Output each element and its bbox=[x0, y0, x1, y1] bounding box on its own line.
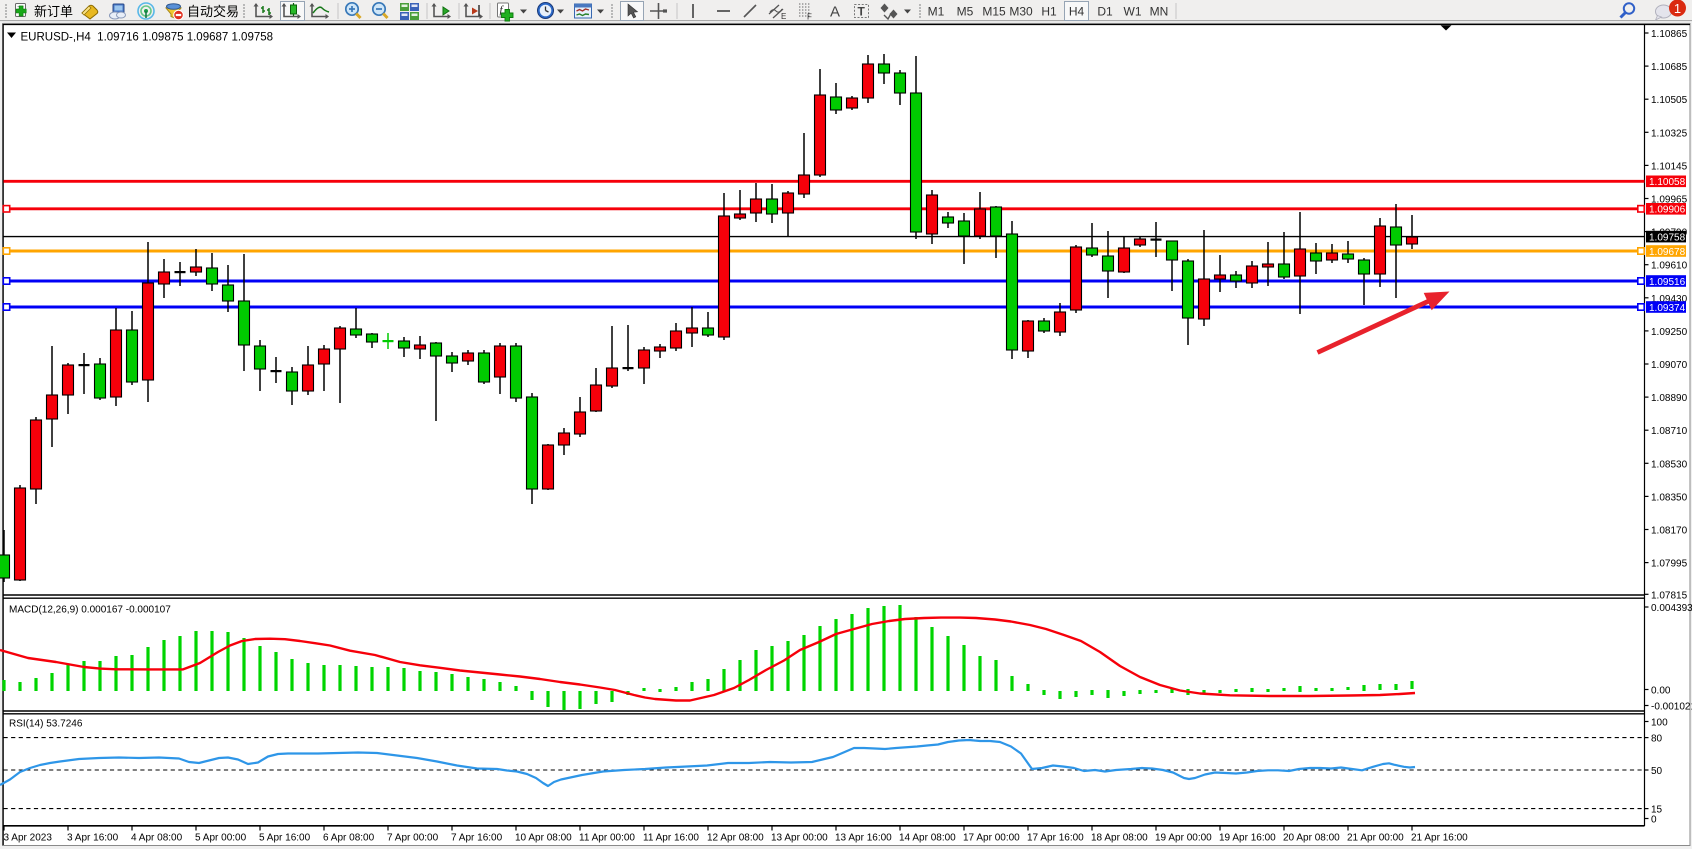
svg-text:5 Apr 00:00: 5 Apr 00:00 bbox=[195, 833, 247, 844]
svg-text:11 Apr 16:00: 11 Apr 16:00 bbox=[643, 833, 699, 844]
svg-text:MN: MN bbox=[1150, 5, 1169, 19]
svg-text:11 Apr 00:00: 11 Apr 00:00 bbox=[579, 833, 635, 844]
svg-text:自动交易: 自动交易 bbox=[187, 4, 239, 19]
svg-text:EURUSD-,H4 1.09716 1.09875 1.: EURUSD-,H4 1.09716 1.09875 1.09687 1.097… bbox=[21, 32, 274, 44]
svg-text:0: 0 bbox=[1651, 815, 1657, 826]
svg-text:17 Apr 16:00: 17 Apr 16:00 bbox=[1027, 833, 1084, 844]
svg-text:1.09610: 1.09610 bbox=[1651, 261, 1688, 272]
svg-text:20 Apr 08:00: 20 Apr 08:00 bbox=[1283, 833, 1340, 844]
svg-text:5 Apr 16:00: 5 Apr 16:00 bbox=[259, 833, 311, 844]
svg-text:4 Apr 08:00: 4 Apr 08:00 bbox=[131, 833, 183, 844]
svg-text:1: 1 bbox=[1674, 1, 1681, 16]
svg-text:3 Apr 16:00: 3 Apr 16:00 bbox=[67, 833, 119, 844]
svg-text:M1: M1 bbox=[928, 5, 945, 19]
svg-text:80: 80 bbox=[1651, 734, 1663, 745]
svg-text:H4: H4 bbox=[1069, 5, 1085, 19]
svg-text:19 Apr 00:00: 19 Apr 00:00 bbox=[1155, 833, 1212, 844]
svg-text:50: 50 bbox=[1651, 766, 1663, 777]
svg-text:f: f bbox=[500, 4, 505, 16]
svg-text:M15: M15 bbox=[982, 5, 1006, 19]
svg-text:1.07995: 1.07995 bbox=[1651, 559, 1688, 570]
svg-text:1.09965: 1.09965 bbox=[1651, 195, 1688, 206]
svg-text:10 Apr 08:00: 10 Apr 08:00 bbox=[515, 833, 572, 844]
svg-text:W1: W1 bbox=[1124, 5, 1142, 19]
svg-text:M5: M5 bbox=[957, 5, 974, 19]
svg-text:1.08170: 1.08170 bbox=[1651, 526, 1688, 537]
svg-text:-0.001021: -0.001021 bbox=[1651, 702, 1692, 713]
svg-text:1.09430: 1.09430 bbox=[1651, 294, 1688, 305]
svg-text:7 Apr 00:00: 7 Apr 00:00 bbox=[387, 833, 439, 844]
svg-text:1.08530: 1.08530 bbox=[1651, 459, 1688, 470]
svg-text:6 Apr 08:00: 6 Apr 08:00 bbox=[323, 833, 375, 844]
svg-text:100: 100 bbox=[1651, 718, 1668, 729]
svg-text:21 Apr 16:00: 21 Apr 16:00 bbox=[1411, 833, 1468, 844]
svg-text:3 Apr 2023: 3 Apr 2023 bbox=[4, 833, 53, 844]
svg-text:1.07815: 1.07815 bbox=[1651, 590, 1688, 601]
svg-text:1.10685: 1.10685 bbox=[1651, 62, 1688, 73]
svg-text:1.09070: 1.09070 bbox=[1651, 360, 1688, 371]
svg-text:0.004393: 0.004393 bbox=[1651, 603, 1692, 614]
svg-text:1.08710: 1.08710 bbox=[1651, 426, 1688, 437]
svg-text:H1: H1 bbox=[1041, 5, 1057, 19]
svg-text:1.09678: 1.09678 bbox=[1649, 247, 1686, 258]
svg-text:18 Apr 08:00: 18 Apr 08:00 bbox=[1091, 833, 1148, 844]
svg-text:1.10058: 1.10058 bbox=[1649, 177, 1686, 188]
svg-text:7 Apr 16:00: 7 Apr 16:00 bbox=[451, 833, 503, 844]
svg-text:1.10505: 1.10505 bbox=[1651, 95, 1688, 106]
svg-text:D1: D1 bbox=[1097, 5, 1113, 19]
svg-text:1.09374: 1.09374 bbox=[1649, 303, 1686, 314]
svg-text:12 Apr 08:00: 12 Apr 08:00 bbox=[707, 833, 764, 844]
svg-text:T: T bbox=[858, 5, 866, 19]
svg-text:13 Apr 00:00: 13 Apr 00:00 bbox=[771, 833, 828, 844]
svg-text:1.10325: 1.10325 bbox=[1651, 128, 1688, 139]
svg-text:RSI(14) 53.7246: RSI(14) 53.7246 bbox=[9, 719, 83, 730]
svg-text:19 Apr 16:00: 19 Apr 16:00 bbox=[1219, 833, 1276, 844]
svg-text:A: A bbox=[830, 4, 840, 21]
svg-text:M30: M30 bbox=[1009, 5, 1033, 19]
svg-text:新订单: 新订单 bbox=[34, 4, 73, 19]
svg-text:21 Apr 00:00: 21 Apr 00:00 bbox=[1347, 833, 1404, 844]
svg-text:0.00: 0.00 bbox=[1651, 686, 1671, 697]
svg-text:F: F bbox=[807, 13, 812, 22]
svg-text:MACD(12,26,9) 0.000167 -0.0001: MACD(12,26,9) 0.000167 -0.000107 bbox=[9, 605, 171, 616]
svg-text:15: 15 bbox=[1651, 805, 1663, 816]
svg-text:14 Apr 08:00: 14 Apr 08:00 bbox=[899, 833, 956, 844]
svg-text:1.10145: 1.10145 bbox=[1651, 161, 1688, 172]
svg-text:17 Apr 00:00: 17 Apr 00:00 bbox=[963, 833, 1020, 844]
svg-text:1.09250: 1.09250 bbox=[1651, 327, 1688, 338]
svg-text:1.08890: 1.08890 bbox=[1651, 393, 1688, 404]
svg-text:1.09906: 1.09906 bbox=[1649, 205, 1686, 216]
svg-text:1.09516: 1.09516 bbox=[1649, 277, 1686, 288]
svg-text:1.08350: 1.08350 bbox=[1651, 492, 1688, 503]
svg-text:E: E bbox=[781, 12, 786, 21]
svg-text:1.09758: 1.09758 bbox=[1649, 232, 1686, 243]
svg-text:13 Apr 16:00: 13 Apr 16:00 bbox=[835, 833, 892, 844]
svg-text:1.10865: 1.10865 bbox=[1651, 29, 1688, 40]
